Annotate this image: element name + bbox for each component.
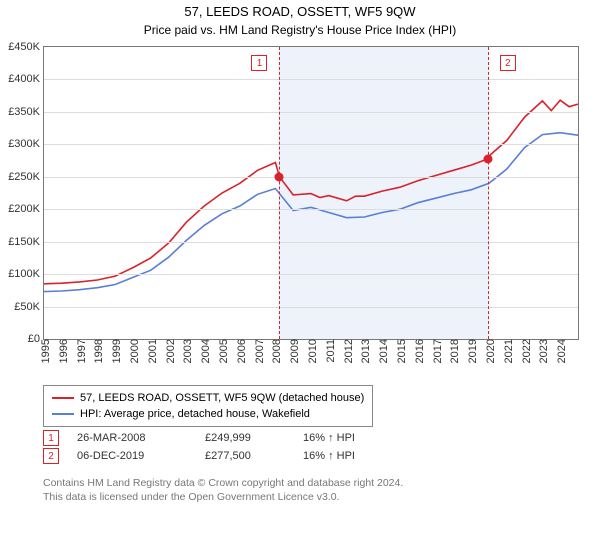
x-axis-label: 2021 xyxy=(503,339,515,363)
price-chart: £0£50K£100K£150K£200K£250K£300K£350K£400… xyxy=(43,46,579,340)
x-axis-label: 2005 xyxy=(218,339,230,363)
x-axis-label: 1999 xyxy=(111,339,123,363)
x-axis-label: 2019 xyxy=(467,339,479,363)
x-axis-label: 2009 xyxy=(289,339,301,363)
x-axis-label: 2012 xyxy=(343,339,355,363)
x-axis-label: 2023 xyxy=(538,339,550,363)
x-axis-label: 2007 xyxy=(254,339,266,363)
y-axis-label: £350K xyxy=(8,106,40,118)
event-delta: 16% ↑ HPI xyxy=(303,450,355,462)
x-axis-label: 2008 xyxy=(271,339,283,363)
x-axis-label: 1995 xyxy=(40,339,52,363)
footer-line: This data is licensed under the Open Gov… xyxy=(43,490,403,504)
event-number-box: 2 xyxy=(43,448,59,464)
event-delta: 16% ↑ HPI xyxy=(303,432,355,444)
gridline xyxy=(44,209,578,210)
legend-swatch xyxy=(52,397,74,399)
x-axis-label: 2001 xyxy=(147,339,159,363)
x-axis-label: 2024 xyxy=(556,339,568,363)
event-line xyxy=(488,47,489,339)
event-row: 1 26-MAR-2008 £249,999 16% ↑ HPI xyxy=(43,430,355,446)
legend-label: 57, LEEDS ROAD, OSSETT, WF5 9QW (detache… xyxy=(80,390,364,406)
x-axis-label: 2013 xyxy=(360,339,372,363)
x-axis-label: 2016 xyxy=(414,339,426,363)
x-axis-label: 2015 xyxy=(396,339,408,363)
gridline xyxy=(44,242,578,243)
x-axis-label: 1998 xyxy=(93,339,105,363)
y-axis-label: £100K xyxy=(8,268,40,280)
y-axis-label: £150K xyxy=(8,236,40,248)
page-title: 57, LEEDS ROAD, OSSETT, WF5 9QW xyxy=(0,0,600,19)
x-axis-label: 2020 xyxy=(485,339,497,363)
series-subject xyxy=(44,100,578,284)
x-axis-label: 1997 xyxy=(76,339,88,363)
gridline xyxy=(44,274,578,275)
gridline xyxy=(44,112,578,113)
y-axis-label: £50K xyxy=(14,301,40,313)
x-axis-label: 2014 xyxy=(378,339,390,363)
x-axis-label: 2000 xyxy=(129,339,141,363)
x-axis-label: 2006 xyxy=(236,339,248,363)
x-axis-label: 2011 xyxy=(325,339,337,363)
gridline xyxy=(44,307,578,308)
event-marker: 1 xyxy=(251,55,267,71)
x-axis-label: 2018 xyxy=(449,339,461,363)
y-axis-label: £200K xyxy=(8,203,40,215)
event-row: 2 06-DEC-2019 £277,500 16% ↑ HPI xyxy=(43,448,355,464)
event-date: 26-MAR-2008 xyxy=(77,432,187,444)
legend-row: 57, LEEDS ROAD, OSSETT, WF5 9QW (detache… xyxy=(52,390,364,406)
event-price: £277,500 xyxy=(205,450,285,462)
gridline xyxy=(44,177,578,178)
event-price: £249,999 xyxy=(205,432,285,444)
y-axis-label: £400K xyxy=(8,73,40,85)
event-number-box: 1 xyxy=(43,430,59,446)
x-axis-label: 2004 xyxy=(200,339,212,363)
x-axis-label: 2002 xyxy=(165,339,177,363)
event-marker: 2 xyxy=(500,55,516,71)
x-axis-label: 2017 xyxy=(432,339,444,363)
chart-legend: 57, LEEDS ROAD, OSSETT, WF5 9QW (detache… xyxy=(43,385,373,427)
x-axis-label: 2022 xyxy=(521,339,533,363)
x-axis-label: 2010 xyxy=(307,339,319,363)
page-subtitle: Price paid vs. HM Land Registry's House … xyxy=(0,19,600,37)
gridline xyxy=(44,144,578,145)
x-axis-label: 1996 xyxy=(58,339,70,363)
attribution-footer: Contains HM Land Registry data © Crown c… xyxy=(43,476,403,504)
legend-swatch xyxy=(52,413,74,415)
x-axis-label: 2003 xyxy=(182,339,194,363)
y-axis-label: £250K xyxy=(8,171,40,183)
events-table: 1 26-MAR-2008 £249,999 16% ↑ HPI 2 06-DEC-201… xyxy=(43,428,355,466)
event-dot xyxy=(275,172,284,181)
series-hpi xyxy=(44,133,578,292)
y-axis-label: £450K xyxy=(8,41,40,53)
footer-line: Contains HM Land Registry data © Crown c… xyxy=(43,476,403,490)
event-line xyxy=(279,47,280,339)
legend-label: HPI: Average price, detached house, Wake… xyxy=(80,406,310,422)
legend-row: HPI: Average price, detached house, Wake… xyxy=(52,406,364,422)
chart-plot xyxy=(44,47,578,339)
event-dot xyxy=(483,154,492,163)
y-axis-label: £300K xyxy=(8,138,40,150)
y-axis-label: £0 xyxy=(28,333,40,345)
gridline xyxy=(44,79,578,80)
event-date: 06-DEC-2019 xyxy=(77,450,187,462)
